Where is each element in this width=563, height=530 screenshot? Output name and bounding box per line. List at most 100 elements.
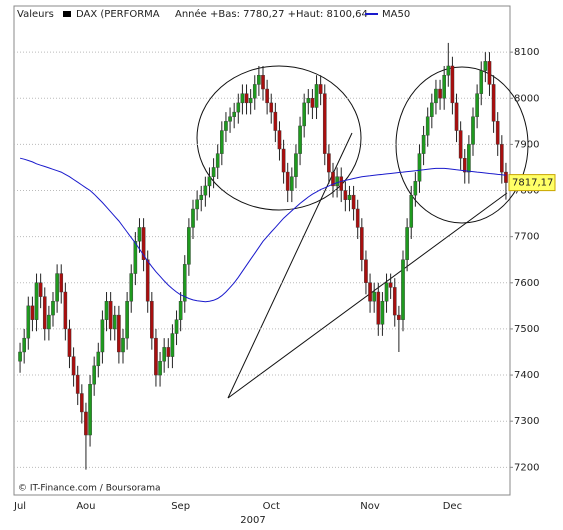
candle-body (281, 148, 286, 173)
candle-body (454, 102, 459, 131)
candle-body (88, 384, 92, 436)
candle-body (434, 88, 438, 104)
candle-body (331, 171, 335, 187)
candle-body (409, 194, 414, 228)
marks (18, 42, 508, 470)
candle-body (417, 153, 422, 182)
candle-body (162, 347, 166, 362)
candle-body (170, 333, 175, 357)
x-year-label: 2007 (240, 515, 265, 526)
candle-body (392, 287, 397, 316)
candle-body (471, 116, 475, 145)
circle-annotation (395, 66, 529, 224)
candle-body (154, 337, 158, 376)
y-tick-label: 7500 (514, 324, 539, 335)
candle-body (51, 301, 55, 316)
candle-body (475, 93, 479, 117)
last-value-box (508, 174, 556, 192)
candle-body (203, 185, 208, 196)
y-tick-label: 7700 (514, 232, 539, 243)
candle-body (388, 282, 393, 288)
candle-body (421, 134, 426, 154)
candle-body (150, 301, 154, 339)
candle-body (479, 70, 484, 94)
x-tick-label: Sep (171, 501, 190, 512)
candle-body (442, 74, 446, 99)
candle-body (191, 208, 195, 228)
candle-body (425, 116, 430, 136)
candle-body (34, 282, 39, 320)
candle-body (500, 144, 504, 173)
candle-body (273, 111, 278, 131)
candle-body (80, 393, 84, 413)
candle-body (360, 227, 364, 260)
candle-body (100, 319, 105, 353)
y-tick-label: 7400 (514, 370, 539, 381)
candle-body (133, 241, 138, 274)
candle-body (269, 102, 274, 113)
candle-body (248, 98, 253, 104)
y-tick-label: 7300 (514, 416, 539, 427)
x-tick-label: Dec (443, 501, 462, 512)
candle-body (166, 347, 171, 357)
candle-body (63, 291, 68, 330)
candle-body (368, 282, 372, 302)
candle-body (224, 121, 228, 131)
candle-body (92, 365, 96, 385)
candle-body (104, 301, 109, 320)
candle-body (121, 337, 125, 353)
candle-body (141, 227, 146, 260)
candle-body (158, 361, 162, 376)
candle-body (306, 98, 311, 104)
candle-body (236, 102, 241, 113)
candle-body (38, 282, 43, 297)
candle-body (504, 171, 508, 183)
candle-body (108, 301, 113, 330)
candle-body (318, 84, 323, 94)
candle-body (232, 111, 236, 117)
x-tick-label: Aou (76, 501, 95, 512)
legend-title: Valeurs (17, 9, 54, 20)
candle-body (30, 305, 35, 320)
y-tick-label: 7600 (514, 278, 539, 289)
candle-body (495, 121, 500, 145)
candle-body (347, 194, 352, 200)
x-tick-label: Nov (360, 501, 380, 512)
candle-body (129, 273, 134, 302)
candle-body (178, 301, 183, 320)
candle-body (18, 351, 22, 362)
candle-body (401, 259, 405, 320)
y-tick-label: 8100 (514, 47, 539, 58)
candle-body (302, 102, 306, 127)
legend-label: DAX (PERFORMA (76, 9, 160, 20)
y-tick-label: 7900 (514, 139, 539, 150)
candle-body (364, 259, 368, 283)
candle-body (413, 181, 418, 196)
trend-line (227, 192, 508, 399)
candle-body (26, 305, 31, 339)
candle-body (351, 194, 356, 210)
candle-body (67, 328, 72, 357)
candle-body (339, 176, 344, 191)
candle-body (294, 153, 298, 177)
x-tick-label: Jul (13, 501, 26, 512)
y-tick-label: 7200 (514, 462, 539, 473)
candle-body (491, 84, 496, 122)
candle-body (137, 227, 142, 242)
candle-body (220, 130, 224, 154)
candle-body (298, 125, 302, 154)
candle-body (355, 208, 360, 228)
candle-body (376, 291, 381, 325)
candle-body (71, 356, 76, 376)
candle-body (22, 337, 26, 353)
candle-body (261, 74, 265, 90)
candle-body (42, 296, 47, 330)
candle-body (277, 130, 282, 150)
candle-body (174, 319, 179, 334)
candle-body (75, 374, 80, 394)
candle-body (335, 176, 339, 187)
candle-body (47, 314, 51, 330)
candle-body (285, 171, 290, 191)
candle-body (372, 291, 376, 302)
